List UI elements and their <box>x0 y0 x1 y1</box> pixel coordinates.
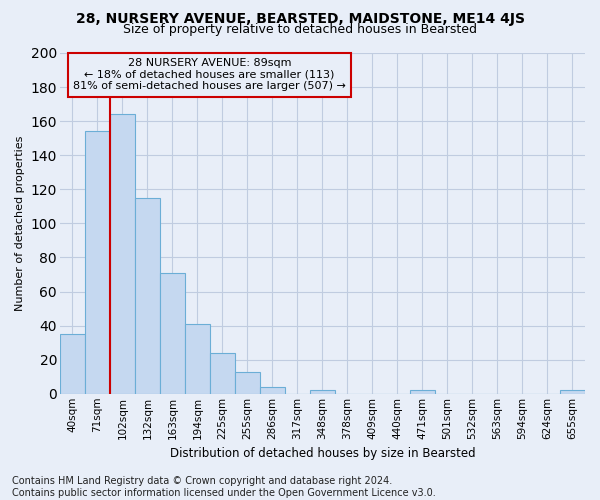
Text: 28, NURSERY AVENUE, BEARSTED, MAIDSTONE, ME14 4JS: 28, NURSERY AVENUE, BEARSTED, MAIDSTONE,… <box>76 12 524 26</box>
Bar <box>135 198 160 394</box>
Bar <box>160 273 185 394</box>
X-axis label: Distribution of detached houses by size in Bearsted: Distribution of detached houses by size … <box>170 447 475 460</box>
Bar <box>235 372 260 394</box>
Text: Contains HM Land Registry data © Crown copyright and database right 2024.
Contai: Contains HM Land Registry data © Crown c… <box>12 476 436 498</box>
Y-axis label: Number of detached properties: Number of detached properties <box>15 136 25 311</box>
Bar <box>560 390 585 394</box>
Text: 28 NURSERY AVENUE: 89sqm
← 18% of detached houses are smaller (113)
81% of semi-: 28 NURSERY AVENUE: 89sqm ← 18% of detach… <box>73 58 346 92</box>
Bar <box>260 387 285 394</box>
Bar <box>60 334 85 394</box>
Bar <box>85 132 110 394</box>
Bar <box>310 390 335 394</box>
Bar <box>410 390 435 394</box>
Text: Size of property relative to detached houses in Bearsted: Size of property relative to detached ho… <box>123 22 477 36</box>
Bar <box>185 324 210 394</box>
Bar <box>110 114 135 394</box>
Bar <box>210 353 235 394</box>
